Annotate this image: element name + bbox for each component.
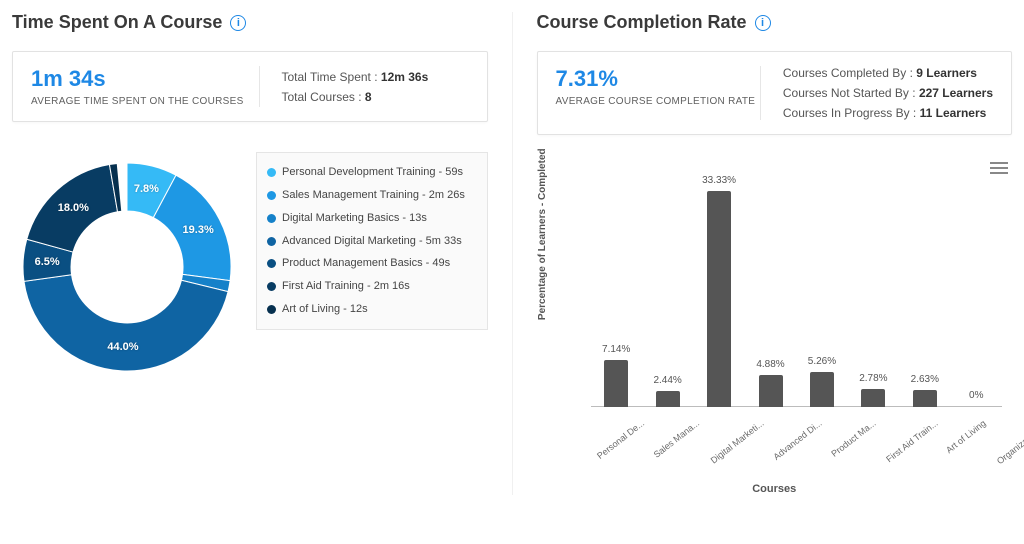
total-courses-row: Total Courses : 8 (282, 90, 469, 104)
legend-text: Digital Marketing Basics - 13s (282, 211, 427, 226)
legend-text: Personal Development Training - 59s (282, 165, 463, 180)
legend-dot-icon (267, 305, 276, 314)
not-started-row: Courses Not Started By : 227 Learners (783, 86, 993, 100)
bar-value-label: 2.63% (911, 374, 939, 385)
bar-column: 4.88% (745, 175, 796, 407)
legend-item[interactable]: Sales Management Training - 2m 26s (263, 184, 481, 207)
donut-area: 7.8% 19.3% 44.0% 6.5% 18.0% Personal Develop… (12, 152, 488, 382)
avg-completion-value: 7.31% (556, 66, 756, 92)
legend-item[interactable]: Digital Marketing Basics - 13s (263, 207, 481, 230)
title-text: Course Completion Rate (537, 12, 747, 33)
total-courses-label: Total Courses : (282, 90, 362, 104)
bar-column: 7.14% (591, 175, 642, 407)
not-started-value: 227 Learners (919, 86, 993, 100)
bar[interactable] (913, 390, 937, 407)
donut-slice-label: 44.0% (107, 341, 138, 353)
legend-item[interactable]: Product Management Basics - 49s (263, 252, 481, 275)
bar-value-label: 0% (969, 390, 983, 401)
legend-dot-icon (267, 237, 276, 246)
bar[interactable] (810, 372, 834, 407)
donut-slice-label: 19.3% (183, 224, 214, 236)
total-time-row: Total Time Spent : 12m 36s (282, 70, 469, 84)
legend-text: First Aid Training - 2m 16s (282, 279, 410, 294)
completed-value: 9 Learners (916, 66, 977, 80)
bar-column: 5.26% (796, 175, 847, 407)
legend-item[interactable]: Advanced Digital Marketing - 5m 33s (263, 230, 481, 253)
legend-dot-icon (267, 191, 276, 200)
legend-item[interactable]: First Aid Training - 2m 16s (263, 275, 481, 298)
legend-text: Advanced Digital Marketing - 5m 33s (282, 234, 462, 249)
total-time-label: Total Time Spent : (282, 70, 378, 84)
time-totals: Total Time Spent : 12m 36s Total Courses… (259, 66, 469, 107)
bar-column: 2.63% (899, 175, 950, 407)
completion-rate-panel: Course Completion Rate i 7.31% AVERAGE C… (537, 12, 1013, 495)
legend-item[interactable]: Art of Living - 12s (263, 298, 481, 321)
title-text: Time Spent On A Course (12, 12, 222, 33)
bar-value-label: 2.44% (653, 375, 681, 386)
completion-stat-card: 7.31% AVERAGE COURSE COMPLETION RATE Cou… (537, 51, 1013, 135)
bar-value-label: 2.78% (859, 373, 887, 384)
plot-area: 7.14% 2.44% 33.33% 4.88% 5.26% 2.78% 2.63% 0% (591, 175, 1003, 407)
avg-time-value: 1m 34s (31, 66, 244, 92)
avg-time-label: AVERAGE TIME SPENT ON THE COURSES (31, 96, 244, 107)
legend-text: Art of Living - 12s (282, 302, 368, 317)
in-progress-label: Courses In Progress By : (783, 106, 916, 120)
legend-item[interactable]: Personal Development Training - 59s (263, 161, 481, 184)
time-stat-card: 1m 34s AVERAGE TIME SPENT ON THE COURSES… (12, 51, 488, 122)
donut-slice-label: 6.5% (35, 256, 60, 268)
completion-stats: Courses Completed By : 9 Learners Course… (760, 66, 993, 120)
bar-value-label: 33.33% (702, 175, 736, 186)
bar-column: 2.44% (642, 175, 693, 407)
avg-completion-label: AVERAGE COURSE COMPLETION RATE (556, 96, 756, 107)
bar-value-label: 7.14% (602, 344, 630, 355)
in-progress-value: 11 Learners (920, 106, 987, 120)
total-time-value: 12m 36s (381, 70, 428, 84)
panel-divider (512, 12, 513, 495)
bar-value-label: 5.26% (808, 356, 836, 367)
bar-column: 2.78% (848, 175, 899, 407)
bar[interactable] (759, 375, 783, 407)
bar[interactable] (707, 191, 731, 407)
donut-slice-label: 18.0% (58, 202, 89, 214)
not-started-label: Courses Not Started By : (783, 86, 916, 100)
total-courses-value: 8 (365, 90, 372, 104)
bar-column: 33.33% (693, 175, 744, 407)
bar[interactable] (861, 389, 885, 407)
avg-time-block: 1m 34s AVERAGE TIME SPENT ON THE COURSES (31, 66, 244, 107)
legend-text: Sales Management Training - 2m 26s (282, 188, 465, 203)
legend-text: Product Management Basics - 49s (282, 256, 450, 271)
bar-value-label: 4.88% (756, 359, 784, 370)
completed-label: Courses Completed By : (783, 66, 913, 80)
donut-slice-label: 7.8% (134, 183, 159, 195)
donut-legend[interactable]: Personal Development Training - 59s Sales… (256, 152, 488, 330)
time-spent-panel: Time Spent On A Course i 1m 34s AVERAGE … (12, 12, 488, 495)
info-icon[interactable]: i (230, 15, 246, 31)
legend-dot-icon (267, 214, 276, 223)
info-icon[interactable]: i (755, 15, 771, 31)
legend-dot-icon (267, 259, 276, 268)
bar-chart: Percentage of Learners - Completed 7.14%… (537, 165, 1013, 495)
legend-dot-icon (267, 282, 276, 291)
donut-slice[interactable] (24, 275, 228, 371)
legend-dot-icon (267, 168, 276, 177)
completed-row: Courses Completed By : 9 Learners (783, 66, 993, 80)
donut-chart: 7.8% 19.3% 44.0% 6.5% 18.0% (12, 152, 242, 382)
bar-column: 0% (951, 175, 1002, 407)
avg-completion-block: 7.31% AVERAGE COURSE COMPLETION RATE (556, 66, 756, 120)
bar[interactable] (964, 406, 988, 407)
time-spent-title: Time Spent On A Course i (12, 12, 488, 33)
in-progress-row: Courses In Progress By : 11 Learners (783, 106, 993, 120)
completion-title: Course Completion Rate i (537, 12, 1013, 33)
bar[interactable] (604, 360, 628, 407)
bar[interactable] (656, 391, 680, 407)
x-axis-title: Courses (537, 483, 1013, 495)
